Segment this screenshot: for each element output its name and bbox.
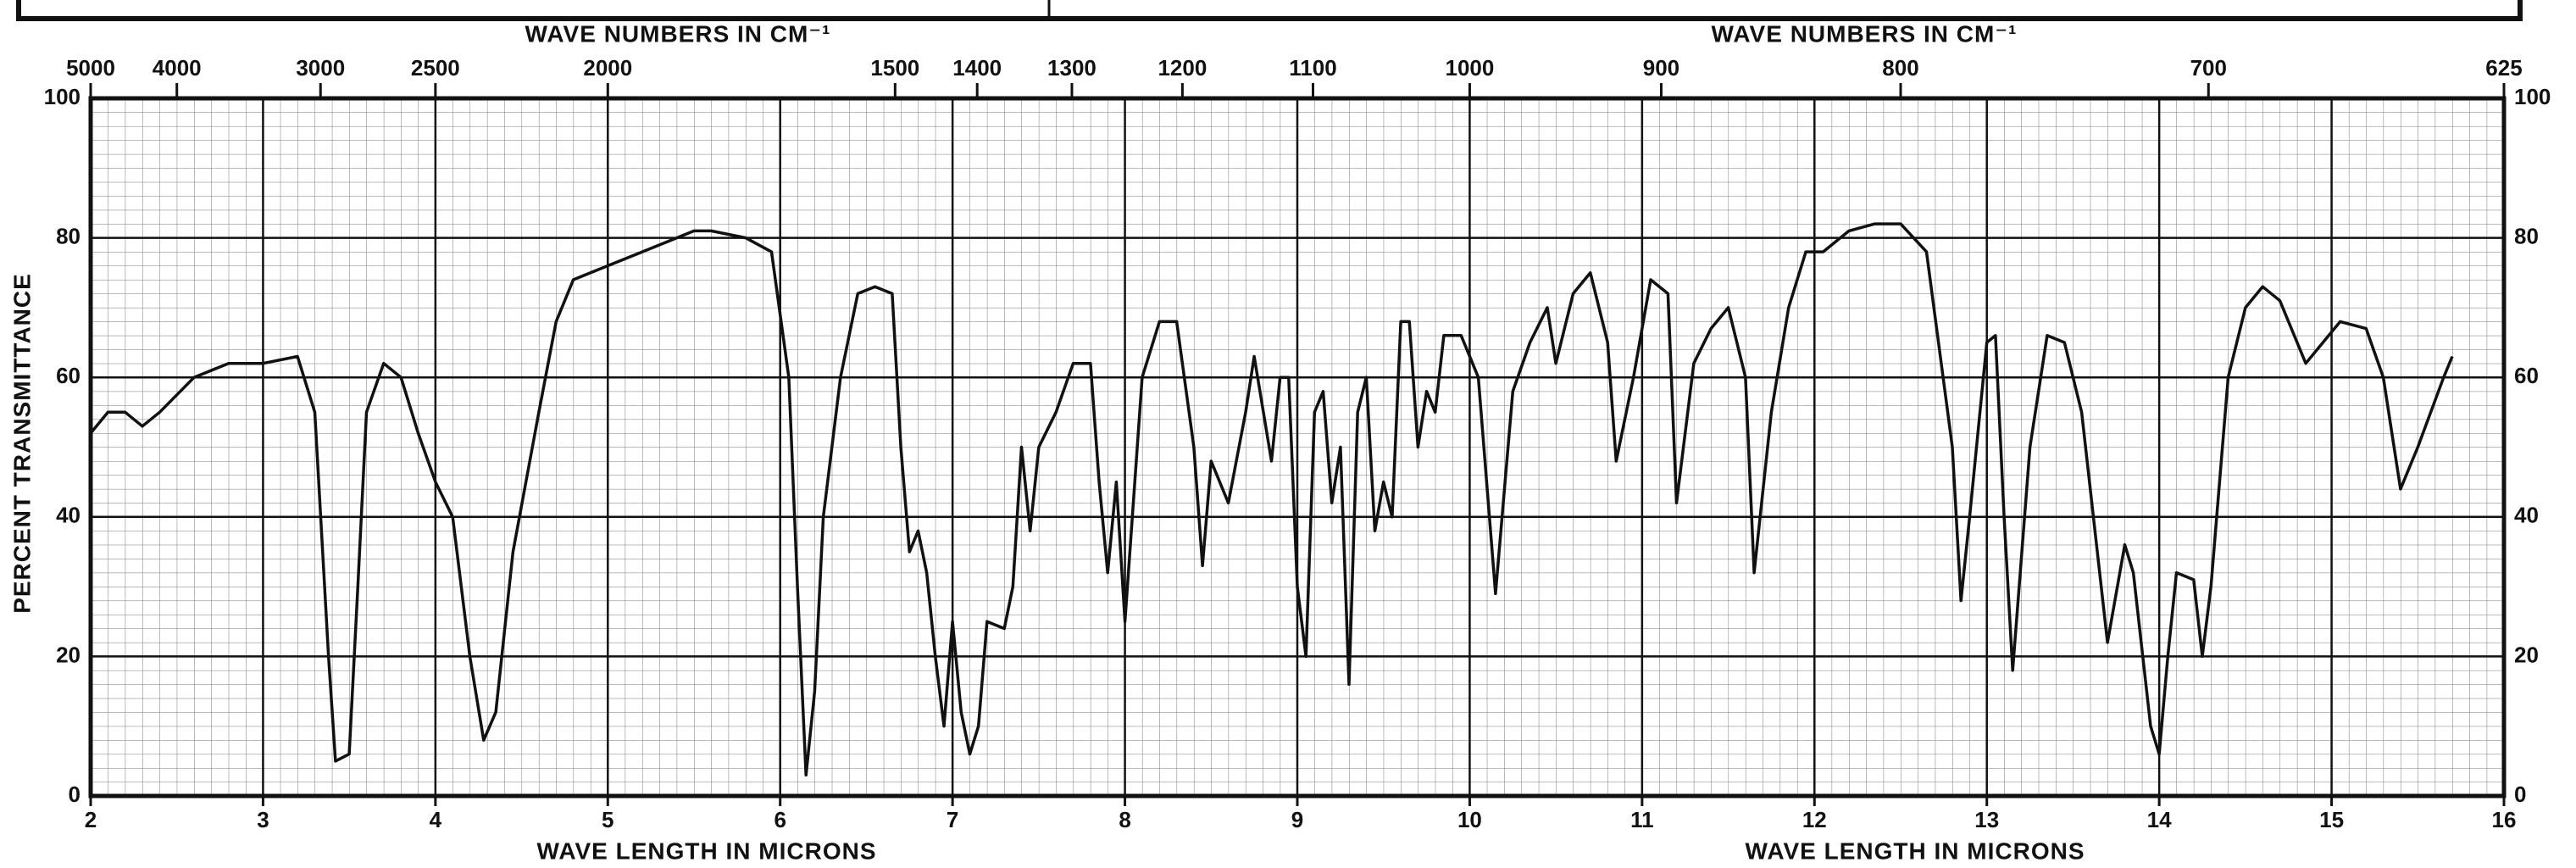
x2-tick-label: 1500 xyxy=(870,55,919,81)
y-tick-label: 20 xyxy=(56,642,80,667)
x2-tick-label: 2500 xyxy=(411,55,460,81)
x-tick-label: 15 xyxy=(2319,807,2344,832)
x2-tick-label: 900 xyxy=(1643,55,1679,81)
x-tick-label: 5 xyxy=(602,807,613,832)
y-tick-label: 60 xyxy=(2514,363,2539,388)
x-tick-label: 16 xyxy=(2492,807,2517,832)
x-tick-label: 8 xyxy=(1119,807,1130,832)
x2-tick-label: 1100 xyxy=(1289,55,1336,81)
y-tick-label: 60 xyxy=(56,363,80,388)
x-tick-label: 10 xyxy=(1457,807,1482,832)
y-tick-label: 80 xyxy=(56,223,80,248)
x2-tick-label: 2000 xyxy=(583,55,632,81)
y-tick-label: 100 xyxy=(44,84,80,109)
x2-tick-label: 1000 xyxy=(1446,55,1495,81)
x-tick-label: 14 xyxy=(2147,807,2172,832)
x-tick-label: 9 xyxy=(1291,807,1303,832)
x-tick-label: 13 xyxy=(1974,807,1999,832)
y-tick-label: 40 xyxy=(56,503,80,528)
y-tick-label: 0 xyxy=(69,782,80,807)
x-tick-label: 7 xyxy=(947,807,958,832)
y-tick-label: 40 xyxy=(2514,503,2539,528)
x-tick-label: 6 xyxy=(774,807,786,832)
spectrum-line xyxy=(89,222,2454,777)
x2-tick-label: 625 xyxy=(2485,55,2522,81)
y-axis-title: PERCENT TRANSMITTANCE xyxy=(8,273,35,614)
y-tick-label: 20 xyxy=(2514,642,2539,667)
x-axis-title: WAVE LENGTH IN MICRONS xyxy=(536,837,876,864)
x2-tick-label: 3000 xyxy=(296,55,345,81)
plot-frame xyxy=(88,96,2507,798)
x-axis-title: WAVE LENGTH IN MICRONS xyxy=(1745,837,2085,864)
x-tick-label: 12 xyxy=(1802,807,1827,832)
x2-axis-title: WAVE NUMBERS IN CM⁻¹ xyxy=(1712,20,2018,47)
y-tick-label: 100 xyxy=(2514,84,2551,109)
x-tick-label: 11 xyxy=(1630,807,1654,832)
x-tick-label: 4 xyxy=(430,807,442,832)
x-tick-label: 2 xyxy=(85,807,97,832)
y-tick-label: 80 xyxy=(2514,223,2539,248)
header-frame xyxy=(16,0,2523,21)
x2-tick-label: 4000 xyxy=(153,55,202,81)
y-tick-label: 0 xyxy=(2514,782,2526,807)
x2-tick-label: 700 xyxy=(2190,55,2227,81)
x2-tick-label: 1300 xyxy=(1047,55,1096,81)
x2-tick-label: 800 xyxy=(1882,55,1918,81)
x-tick-label: 3 xyxy=(257,807,269,832)
x2-tick-label: 5000 xyxy=(66,55,115,81)
x2-axis-title: WAVE NUMBERS IN CM⁻¹ xyxy=(525,20,831,47)
x2-tick-label: 1400 xyxy=(952,55,1002,81)
x2-tick-label: 1200 xyxy=(1158,55,1207,81)
